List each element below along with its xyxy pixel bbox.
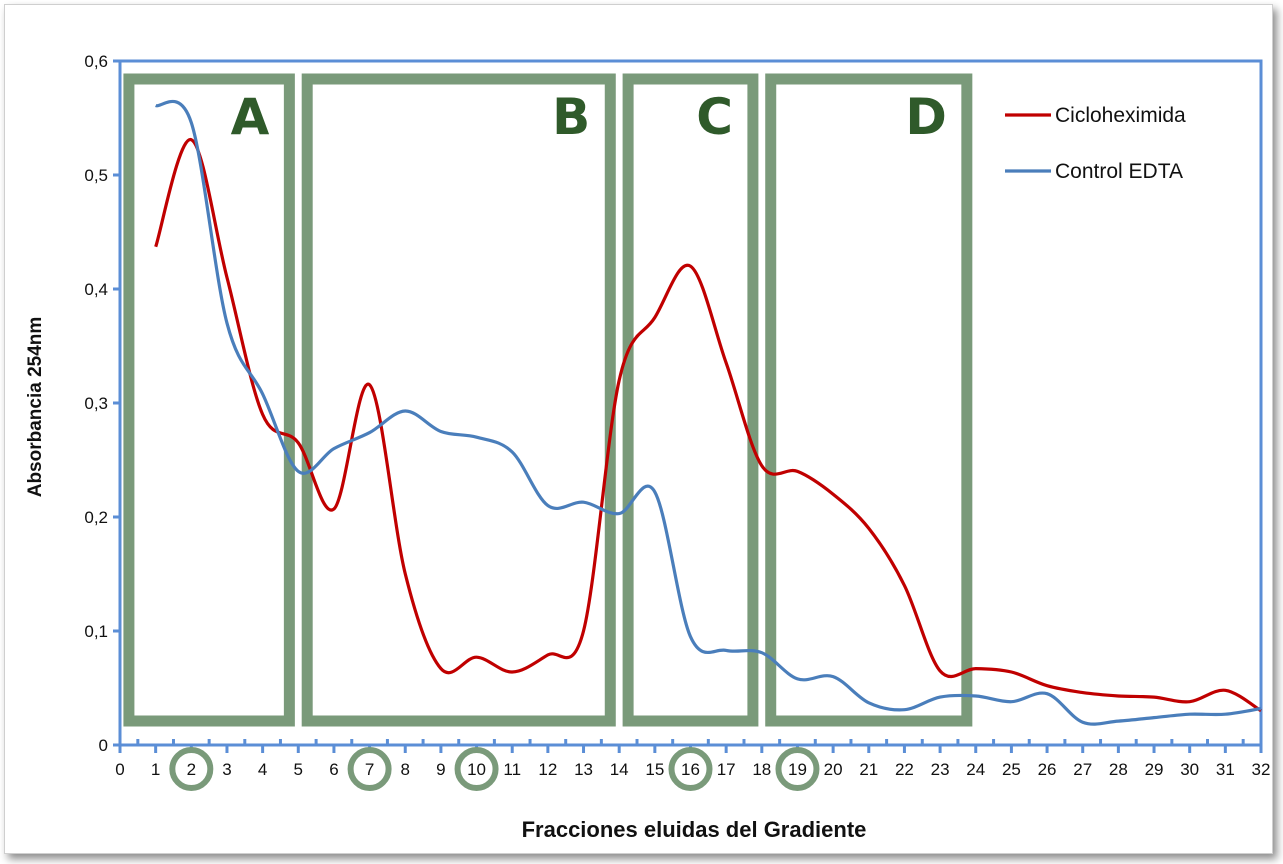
highlight-circle-2 <box>169 747 214 791</box>
chart-svg: 00,10,20,30,40,50,60 1 2 3 4 5 6 7 8 9 10 11 12 13 14 1… <box>25 52 1270 842</box>
x-tick-label: 21 <box>859 760 878 779</box>
region-box-d <box>765 73 973 727</box>
series-line-cicloheximida <box>154 138 1262 713</box>
region-box-a <box>123 73 295 727</box>
x-tick-label: 4 <box>258 760 267 779</box>
x-tick-label: 11 <box>503 760 521 779</box>
x-tick-label: 30 <box>1180 760 1199 779</box>
x-tick-label: 3 <box>222 760 231 779</box>
x-tick-label: 6 <box>329 760 338 779</box>
axes-layer <box>113 59 1263 753</box>
region-label-d: D <box>905 88 947 146</box>
y-tick-label: 0,4 <box>84 280 108 299</box>
chart-frame: 0 0,1 0,2 0,3 0,4 0,5 0,6 0 1 2 3 4 5 6 7 8 9 10 11 12 13 14 1… <box>4 4 1273 854</box>
series-layer <box>154 99 1262 726</box>
x-tick-label: 19 <box>788 760 807 779</box>
x-tick-label: 1 <box>151 760 160 779</box>
x-axis-title: Fracciones eluidas del Gradiente <box>522 817 867 842</box>
region-label-b: B <box>552 88 590 146</box>
x-tick-label: 0 <box>115 760 124 779</box>
y-axis-title: Absorbancia 254nm <box>25 317 46 498</box>
legend-layer: Cicloheximida Control EDTA <box>1005 104 1186 183</box>
regions-layer <box>123 73 973 727</box>
y-tick-label: 0,5 <box>84 166 108 185</box>
x-tick-label: 28 <box>1109 760 1128 779</box>
x-tick-label: 32 <box>1252 760 1271 779</box>
highlight-circle-10 <box>454 747 499 791</box>
x-tick-label: 24 <box>966 760 985 779</box>
x-tick-label: 2 <box>187 760 196 779</box>
x-tick-label: 25 <box>1002 760 1021 779</box>
x-tick-label: 22 <box>895 760 914 779</box>
x-tick-label: 26 <box>1038 760 1057 779</box>
x-tick-label: 7 <box>365 760 374 779</box>
x-tick-label: 20 <box>824 760 843 779</box>
region-box-c <box>622 73 759 727</box>
highlight-circle-16 <box>668 747 713 791</box>
x-tick-label: 31 <box>1216 760 1235 779</box>
x-tick-label: 12 <box>538 760 557 779</box>
x-tick-label: 27 <box>1073 760 1092 779</box>
region-label-a: A <box>231 88 270 146</box>
x-tick-label: 5 <box>294 760 303 779</box>
highlight-circle-7 <box>347 747 392 791</box>
x-tick-label: 16 <box>681 760 700 779</box>
labels-layer: 00,10,20,30,40,50,60 1 2 3 4 5 6 7 8 9 10 11 12 13 14 1… <box>84 52 1270 779</box>
series-line-control-edta <box>155 99 1262 726</box>
x-tick-label: 18 <box>752 760 771 779</box>
y-tick-label: 0,1 <box>84 622 108 641</box>
x-tick-label: 29 <box>1145 760 1164 779</box>
y-tick-label: 0,2 <box>84 508 108 527</box>
region-box-b <box>301 73 616 727</box>
x-tick-label: 9 <box>436 760 445 779</box>
x-tick-label: 13 <box>574 760 593 779</box>
legend-label-cicloheximida: Cicloheximida <box>1055 104 1186 127</box>
x-tick-label: 23 <box>931 760 950 779</box>
y-tick-label: 0,6 <box>84 52 108 71</box>
x-tick-label: 15 <box>645 760 664 779</box>
x-tick-label: 8 <box>401 760 410 779</box>
legend-label-control-edta: Control EDTA <box>1055 160 1183 183</box>
highlights-layer <box>169 747 820 791</box>
x-tick-label: 17 <box>717 760 736 779</box>
x-tick-label: 10 <box>467 760 486 779</box>
region-label-c: C <box>696 88 733 146</box>
x-tick-label: 14 <box>610 760 629 779</box>
y-tick-label: 0,3 <box>84 394 108 413</box>
y-tick-label: 0 <box>99 736 108 755</box>
highlight-circle-19 <box>775 747 820 791</box>
